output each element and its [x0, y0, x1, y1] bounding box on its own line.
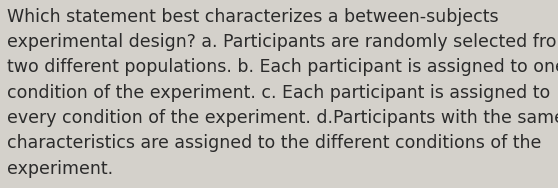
- Text: two different populations. b. Each participant is assigned to one: two different populations. b. Each parti…: [7, 58, 558, 76]
- Text: Which statement best characterizes a between-subjects: Which statement best characterizes a bet…: [7, 8, 499, 26]
- Text: experimental design? a. Participants are randomly selected from: experimental design? a. Participants are…: [7, 33, 558, 51]
- Text: condition of the experiment. c. Each participant is assigned to: condition of the experiment. c. Each par…: [7, 84, 551, 102]
- Text: experiment.: experiment.: [7, 160, 113, 178]
- Text: every condition of the experiment. d.Participants with the same: every condition of the experiment. d.Par…: [7, 109, 558, 127]
- Text: characteristics are assigned to the different conditions of the: characteristics are assigned to the diff…: [7, 134, 542, 152]
